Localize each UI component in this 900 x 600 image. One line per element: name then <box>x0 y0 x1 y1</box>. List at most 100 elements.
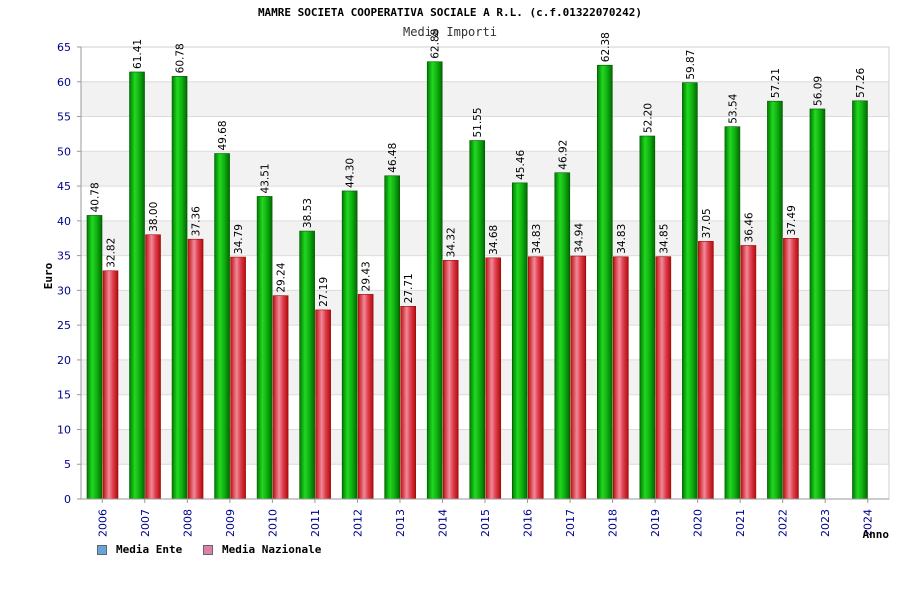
value-label-nazionale: 29.43 <box>361 261 373 291</box>
bar-media-nazionale <box>655 256 672 500</box>
value-label-ente: 38.53 <box>302 198 314 228</box>
bar-media-nazionale <box>698 241 714 500</box>
legend-swatch-ente <box>97 544 107 555</box>
x-tick-label: 2020 <box>692 509 705 537</box>
x-tick-label: 2012 <box>351 509 364 537</box>
x-tick-label: 2011 <box>309 509 322 537</box>
x-axis-label: Anno <box>863 528 890 541</box>
bar-media-ente <box>469 140 486 500</box>
value-label-ente: 56.09 <box>812 76 824 106</box>
legend-media-ente: Media Ente <box>97 543 182 556</box>
x-tick-label: 2016 <box>522 509 535 537</box>
x-tick-label: 2013 <box>394 509 407 537</box>
bar-media-nazionale <box>315 309 331 500</box>
bar-media-ente <box>129 71 145 500</box>
bar-media-nazionale <box>442 260 459 500</box>
value-label-nazionale: 34.68 <box>488 225 500 255</box>
value-label-nazionale: 27.19 <box>318 277 330 307</box>
value-label-nazionale: 34.83 <box>616 224 628 254</box>
value-label-ente: 57.26 <box>855 67 867 97</box>
bar-media-ente <box>171 76 188 500</box>
bar-media-ente <box>724 126 741 500</box>
x-tick-label: 2008 <box>181 509 194 537</box>
bar-media-ente <box>299 230 315 500</box>
value-label-ente: 62.88 <box>430 29 442 59</box>
legend-label-nazionale: Media Nazionale <box>222 543 322 556</box>
bar-media-nazionale <box>740 245 757 500</box>
y-tick-label: 30 <box>57 284 71 297</box>
value-label-nazionale: 27.71 <box>403 273 415 303</box>
y-tick-label: 55 <box>57 111 71 124</box>
x-tick-label: 2022 <box>777 509 790 537</box>
bars <box>86 61 868 500</box>
grid-band <box>81 81 889 117</box>
bar-media-ente <box>341 190 358 500</box>
bar-media-nazionale <box>783 238 799 500</box>
y-axis: 0 5 10 15 20 25 30 35 40 45 50 55 60 65 <box>57 41 82 506</box>
bar-media-ente <box>809 108 826 500</box>
bar-media-nazionale <box>357 294 374 500</box>
legend-media-nazionale: Media Nazionale <box>203 543 321 556</box>
value-label-nazionale: 37.36 <box>191 206 203 236</box>
value-label-ente: 49.68 <box>217 120 229 150</box>
bar-media-ente <box>214 153 230 500</box>
y-axis-label: Euro <box>42 262 55 289</box>
value-label-ente: 40.78 <box>90 182 102 212</box>
value-label-nazionale: 29.24 <box>276 262 288 292</box>
bar-media-nazionale <box>230 256 246 500</box>
x-tick-label: 2015 <box>479 509 492 537</box>
value-label-nazionale: 34.83 <box>531 224 543 254</box>
bar-media-ente <box>597 64 613 500</box>
y-tick-label: 10 <box>57 423 71 436</box>
x-tick-label: 2018 <box>607 509 620 537</box>
bar-media-ente <box>256 196 273 500</box>
bar-media-ente <box>767 100 783 500</box>
y-tick-label: 20 <box>57 354 71 367</box>
bar-media-nazionale <box>400 306 416 500</box>
value-label-ente: 61.41 <box>132 39 144 69</box>
bar-media-ente <box>852 100 868 500</box>
bar-media-nazionale <box>570 255 587 500</box>
value-label-ente: 46.92 <box>557 140 569 170</box>
value-label-nazionale: 32.82 <box>106 238 118 268</box>
bar-media-nazionale <box>485 257 502 500</box>
x-tick-label: 2009 <box>224 509 237 537</box>
bar-media-ente <box>511 182 528 500</box>
value-label-ente: 59.87 <box>685 50 697 80</box>
bar-media-ente <box>426 61 443 500</box>
chart-subtitle: Media Importi <box>403 25 497 39</box>
x-tick-label: 2024 <box>862 509 875 537</box>
value-label-nazionale: 34.79 <box>233 224 245 254</box>
value-label-nazionale: 37.49 <box>786 205 798 235</box>
bar-media-ente <box>554 172 571 500</box>
value-label-nazionale: 37.05 <box>701 208 713 238</box>
value-label-ente: 52.20 <box>642 103 654 133</box>
x-tick-label: 2006 <box>96 509 109 537</box>
legend-swatch-nazionale <box>203 544 213 555</box>
x-tick-label: 2010 <box>266 509 279 537</box>
bar-media-ente <box>639 135 656 500</box>
bar-media-nazionale <box>145 234 161 500</box>
bar-media-ente <box>384 175 400 500</box>
bar-media-nazionale <box>272 295 289 500</box>
value-label-ente: 46.48 <box>387 143 399 173</box>
value-label-nazionale: 34.85 <box>658 224 670 254</box>
bar-media-ente <box>86 215 103 500</box>
y-tick-label: 15 <box>57 389 71 402</box>
bar-media-nazionale <box>527 256 544 500</box>
value-label-nazionale: 34.94 <box>573 223 585 253</box>
value-label-ente: 57.21 <box>770 68 782 98</box>
bar-media-nazionale <box>187 238 204 500</box>
value-label-ente: 53.54 <box>727 93 739 123</box>
y-tick-label: 60 <box>57 76 71 89</box>
x-tick-label: 2014 <box>436 509 449 537</box>
x-tick-label: 2017 <box>564 509 577 537</box>
value-label-ente: 51.55 <box>472 107 484 137</box>
x-tick-label: 2023 <box>819 509 832 537</box>
value-labels: 40.78 32.82 61.41 38.00 60.78 37.36 49.68 34.79… <box>90 29 867 307</box>
value-label-nazionale: 38.00 <box>148 202 160 232</box>
x-tick-label: 2021 <box>734 509 747 537</box>
y-tick-label: 0 <box>64 493 71 506</box>
value-label-ente: 43.51 <box>260 163 272 193</box>
